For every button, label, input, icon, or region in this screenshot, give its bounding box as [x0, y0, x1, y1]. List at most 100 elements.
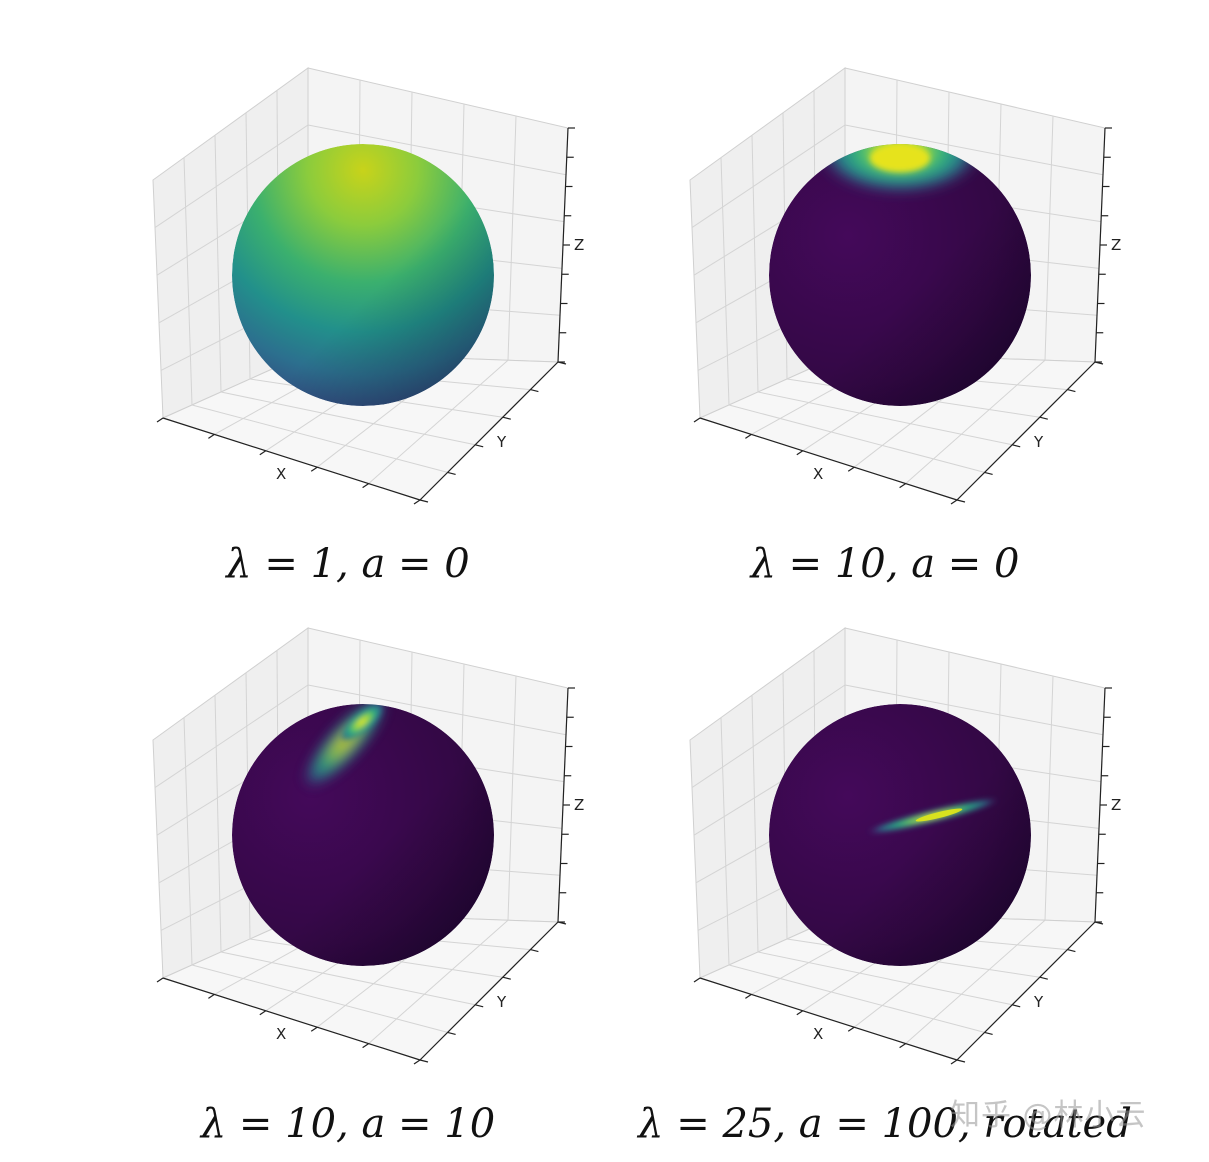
y-axis-line [419, 921, 559, 1061]
grid-line [191, 404, 448, 473]
y-tick [502, 416, 511, 420]
x-tick [693, 417, 701, 423]
grid-line [507, 115, 517, 361]
panel-caption: λ = 10, a = 10 [199, 1101, 495, 1147]
grid-line [220, 391, 476, 446]
sphere-surface [769, 144, 1031, 406]
grid-line [214, 695, 222, 953]
grid-line [183, 157, 193, 406]
z-axis-label: Z [574, 236, 584, 254]
grid-line [191, 964, 448, 1033]
y-axis-label: Y [1033, 993, 1044, 1011]
grid-line [220, 951, 476, 1006]
x-axis-label: X [276, 465, 286, 483]
x-tick [156, 417, 164, 423]
sphere-shading [769, 704, 1031, 966]
grid-line [757, 391, 1013, 446]
x-tick [156, 977, 164, 983]
sphere-surface [769, 704, 1031, 966]
grid-line [844, 124, 1104, 176]
x-tick [693, 977, 701, 983]
panel-caption: λ = 25, a = 100, rotated [636, 1101, 1132, 1147]
grid-line [905, 359, 1046, 484]
x-axis-label: X [813, 1025, 823, 1043]
grid-line [691, 124, 846, 229]
x-tick [847, 466, 855, 472]
grid-line [751, 135, 759, 393]
y-axis-line [956, 361, 1096, 501]
x-tick [745, 433, 752, 439]
grid-line [368, 359, 509, 484]
y-tick [1012, 1004, 1021, 1008]
grid-line [728, 404, 985, 473]
x-tick [796, 1010, 804, 1016]
y-tick [502, 976, 511, 980]
chart-panel-2: X Y Zλ = 10, a = 0 [689, 67, 1121, 587]
x-tick [259, 450, 267, 456]
y-tick [1039, 416, 1048, 420]
y-tick [1067, 949, 1076, 953]
panel-caption: λ = 10, a = 0 [749, 541, 1020, 587]
grid-line [154, 684, 309, 789]
y-tick [475, 444, 484, 448]
chart-panel-4: X Y Zλ = 25, a = 100, rotated [636, 627, 1132, 1147]
grid-line [691, 684, 846, 789]
x-tick [950, 1059, 958, 1065]
y-tick [956, 499, 966, 503]
x-tick [259, 1010, 267, 1016]
y-axis-line [419, 361, 559, 501]
y-tick [984, 1031, 993, 1035]
y-tick [447, 1031, 456, 1035]
x-tick [413, 499, 421, 505]
x-tick [362, 1043, 369, 1049]
y-axis-label: Y [496, 433, 507, 451]
watermark: 知乎 @林小云 [950, 1098, 1147, 1133]
y-tick [1039, 976, 1048, 980]
y-tick [530, 949, 539, 953]
chart-panel-3: X Y Zλ = 10, a = 10 [152, 627, 584, 1147]
x-tick [745, 993, 752, 999]
y-tick [447, 471, 456, 475]
grid-line [307, 684, 567, 736]
x-tick [310, 1026, 318, 1032]
grid-line [720, 157, 730, 406]
y-tick [1012, 444, 1021, 448]
y-tick [475, 1004, 484, 1008]
grid-line [728, 964, 985, 1033]
z-axis-label: Z [1111, 796, 1121, 814]
grid-line [183, 717, 193, 966]
z-axis-label: Z [574, 796, 584, 814]
y-tick [956, 1059, 966, 1063]
grid-line [844, 684, 1104, 736]
y-axis-label: Y [1033, 433, 1044, 451]
x-tick [208, 993, 215, 999]
x-tick [899, 483, 906, 489]
sphere-shading [769, 144, 1031, 406]
x-tick [847, 1026, 855, 1032]
x-axis-label: X [813, 465, 823, 483]
x-axis-line [162, 977, 421, 1061]
panel-caption: λ = 1, a = 0 [224, 541, 469, 587]
grid-line [751, 695, 759, 953]
x-tick [208, 433, 215, 439]
y-tick [419, 499, 429, 503]
x-axis-label: X [276, 1025, 286, 1043]
y-tick [419, 1059, 429, 1063]
grid-line [154, 124, 309, 229]
x-tick [950, 499, 958, 505]
z-axis-label: Z [1111, 236, 1121, 254]
sphere-surface [232, 704, 494, 966]
grid-line [307, 124, 567, 176]
grid-line [757, 951, 1013, 1006]
x-axis-line [699, 977, 958, 1061]
grid-line [720, 717, 730, 966]
x-tick [413, 1059, 421, 1065]
y-tick [530, 389, 539, 393]
sphere-shading [232, 144, 494, 406]
y-axis-line [956, 921, 1096, 1061]
grid-line [1044, 115, 1054, 361]
grid-line [214, 135, 222, 393]
x-tick [310, 466, 318, 472]
x-axis-line [699, 417, 958, 501]
